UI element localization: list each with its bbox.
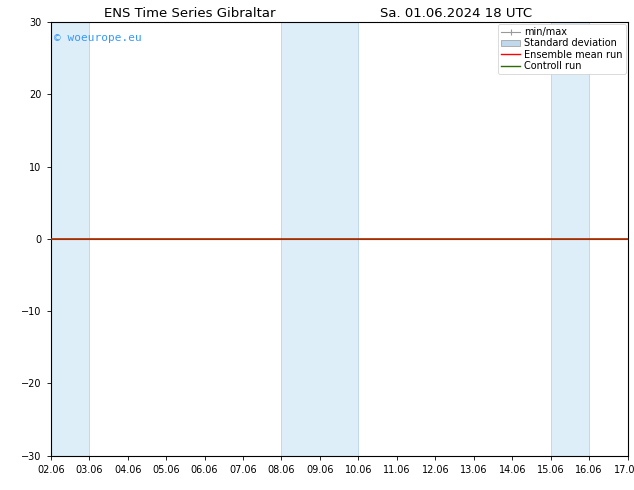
Text: ENS Time Series Gibraltar: ENS Time Series Gibraltar: [105, 7, 276, 21]
Legend: min/max, Standard deviation, Ensemble mean run, Controll run: min/max, Standard deviation, Ensemble me…: [498, 24, 626, 74]
Bar: [551, 22, 589, 456]
Text: Sa. 01.06.2024 18 UTC: Sa. 01.06.2024 18 UTC: [380, 7, 533, 21]
Bar: [281, 22, 358, 456]
Bar: [51, 22, 89, 456]
Text: © woeurope.eu: © woeurope.eu: [54, 33, 141, 43]
